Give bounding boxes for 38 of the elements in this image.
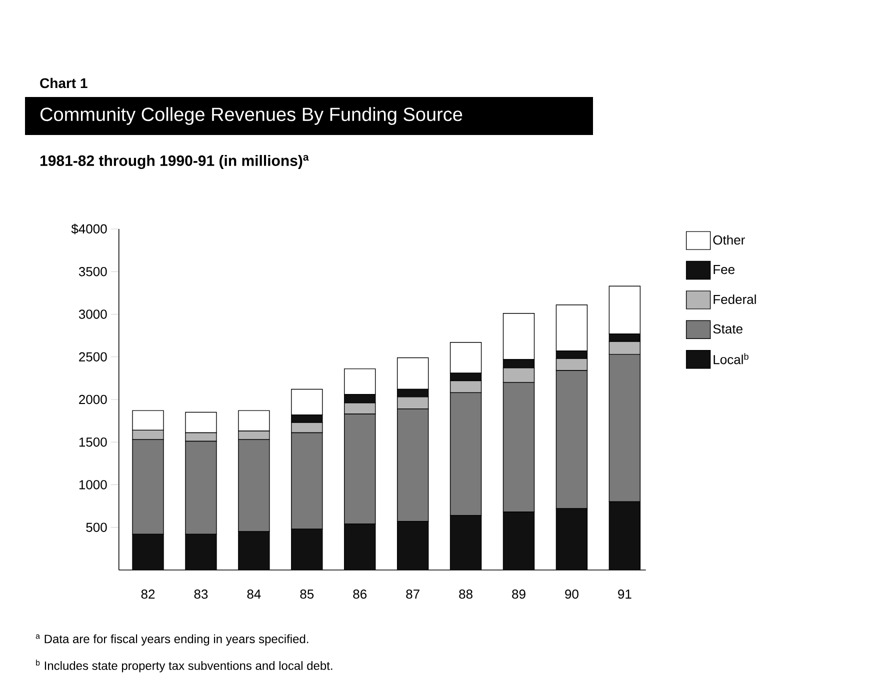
chart-subtitle: 1981-82 through 1990-91 (in millions)$^{a}$ [40,154,309,170]
y-tick-label: $4000 [71,224,107,234]
text: $^{b}$ Includes state property tax subventions and local debt. [36,660,332,672]
bar [238,532,270,570]
chart-title: Community College Revenues By Funding Source [40,107,462,125]
y-tick-label: 3000 [78,310,107,319]
x-tick-label: 86 [353,590,367,599]
y-tick-label: 500 [86,522,107,532]
x-tick-label: 88 [459,590,472,599]
bar [185,534,216,570]
bar [450,515,482,570]
bar [291,529,322,570]
text: $^{a}$ Data are for fiscal years ending in years specified. [36,634,308,646]
y-tick-label: 1000 [79,480,107,490]
x-tick-label: 83 [194,590,208,599]
y-tick-label: 1500 [79,438,107,447]
x-tick-label: 82 [141,590,155,599]
y-tick-label: 2500 [79,352,107,362]
bar [556,508,588,570]
y-tick-label: 2000 [79,394,107,404]
bar [608,501,641,570]
y-tick-label: 3500 [78,267,107,276]
legend-label: State [713,324,742,334]
x-tick-label: 87 [406,590,420,599]
legend-label: Other [713,235,745,245]
caption: Chart 1 [40,78,88,88]
bar [344,524,376,570]
bar [397,521,428,570]
legend-label: Local$^{b}$ [714,353,748,364]
legend-label: Federal [714,294,756,304]
legend-label: Fee [714,265,734,274]
x-tick-label: 91 [618,590,632,599]
bar [132,534,164,570]
x-tick-label: 85 [300,590,314,599]
x-tick-label: 90 [565,590,578,599]
x-tick-label: 84 [247,590,261,599]
bar [503,512,534,570]
x-tick-label: 89 [512,590,526,599]
